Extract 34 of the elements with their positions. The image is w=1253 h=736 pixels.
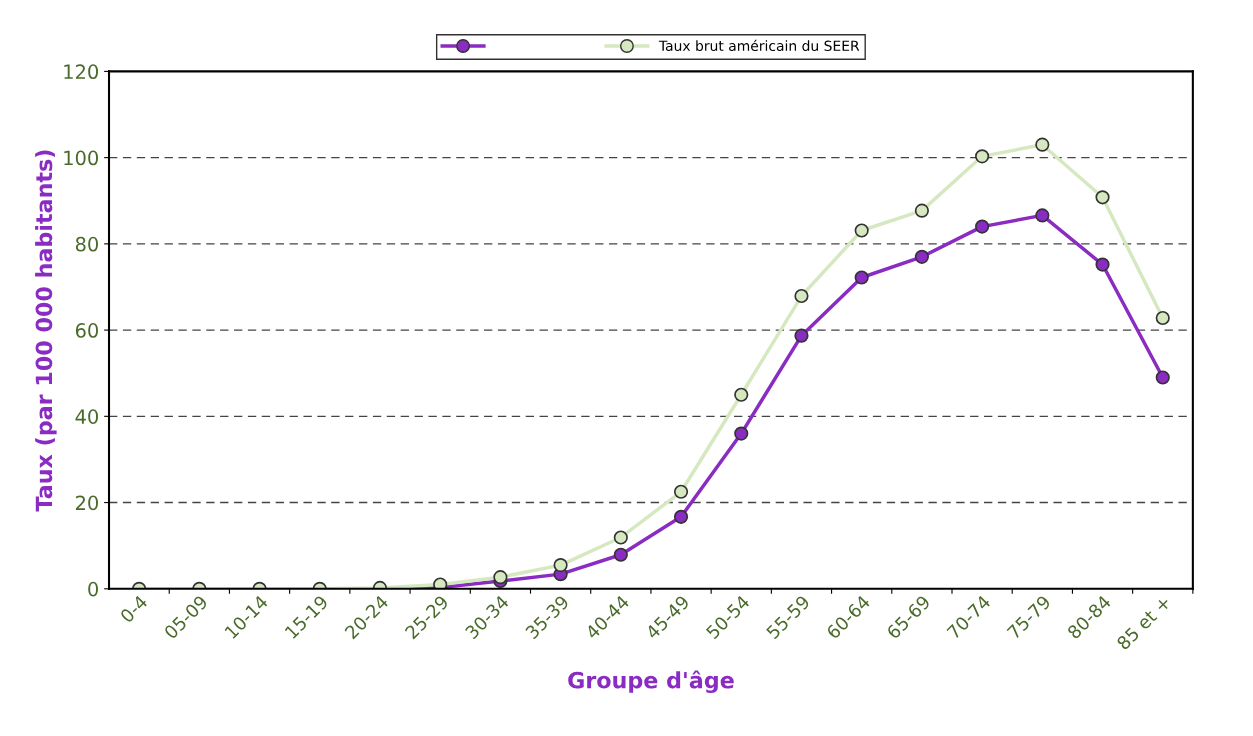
y-tick-label: 0 [88, 581, 98, 597]
y-tick-label: 20 [75, 495, 98, 511]
point [914, 249, 929, 264]
point [854, 270, 869, 285]
point [975, 219, 990, 234]
point [854, 223, 869, 238]
y-tick-label: 80 [75, 236, 98, 252]
legend-label: Taux brut américain du SEER [658, 39, 860, 52]
point [1035, 137, 1050, 152]
point [673, 484, 689, 499]
y-tick-label: 40 [75, 409, 98, 424]
point [1095, 257, 1110, 272]
point [975, 149, 990, 164]
point [1095, 190, 1110, 205]
point [613, 547, 628, 562]
y-axis-title: Taux (par 100 000 habitants) [35, 150, 57, 512]
point [734, 426, 749, 441]
point [553, 558, 568, 573]
y-tick-label: 60 [75, 323, 98, 338]
point [1155, 310, 1170, 326]
point [794, 328, 809, 343]
point [1155, 370, 1170, 385]
y-tick-label: 100 [64, 150, 98, 166]
point [493, 570, 508, 585]
point [914, 203, 929, 218]
x-tick-label: 85 et + [1115, 595, 1172, 651]
point [613, 530, 628, 545]
point [673, 509, 689, 524]
point [794, 288, 809, 304]
x-axis-title: Groupe d'âge [568, 670, 734, 694]
point [734, 387, 749, 402]
point [1035, 208, 1050, 223]
y-tick-label: 120 [64, 64, 98, 80]
x-tick-label: 0-4 [119, 594, 149, 624]
